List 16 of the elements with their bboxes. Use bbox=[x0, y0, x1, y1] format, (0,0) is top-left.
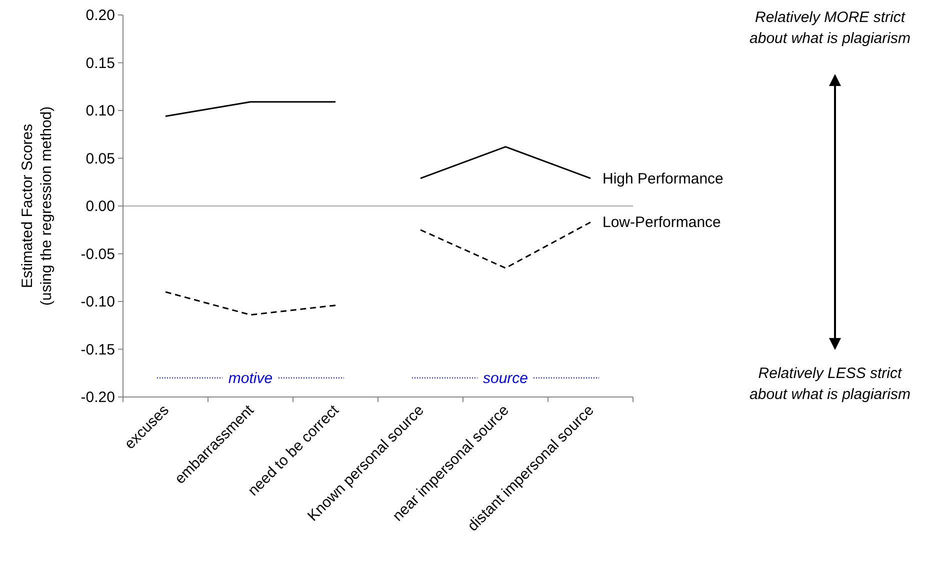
y-tick-label: -0.10 bbox=[80, 294, 115, 310]
text: Relatively LESS strict about what is plagiarism bbox=[750, 365, 910, 403]
series-label: Low-Performance bbox=[602, 214, 721, 232]
y-tick-label: 0.15 bbox=[86, 54, 115, 72]
y-tick-label: -0.05 bbox=[80, 246, 115, 263]
y-tick-label: 0.10 bbox=[86, 102, 115, 120]
y-tick-label: 0.20 bbox=[86, 7, 115, 24]
text: Relatively MORE strict about what is plagiarism bbox=[750, 9, 910, 47]
annotation: source bbox=[482, 370, 528, 387]
y-tick-label: 0.05 bbox=[86, 150, 115, 168]
y-tick-label: -0.15 bbox=[80, 341, 115, 358]
annotation: motive bbox=[228, 370, 273, 387]
series-label: High Performance bbox=[602, 170, 724, 188]
y-axis-title: Estimated Factor Scores (using the regression method) bbox=[19, 106, 55, 306]
y-tick-label: 0.00 bbox=[86, 198, 115, 215]
y-tick-label: -0.20 bbox=[80, 389, 115, 406]
